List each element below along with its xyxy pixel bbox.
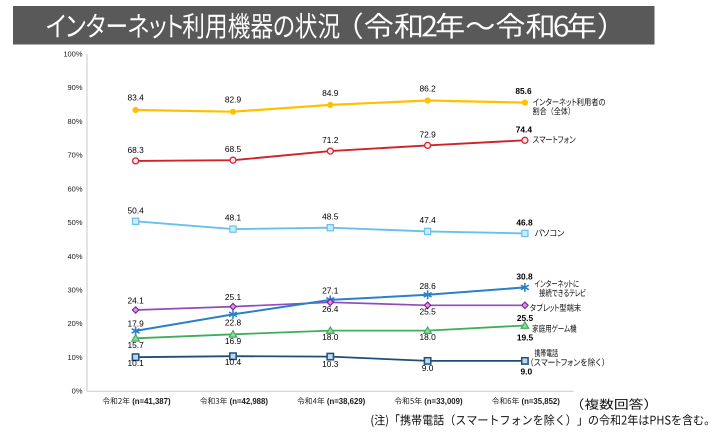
svg-text:10.4: 10.4 bbox=[225, 357, 242, 367]
svg-text:50.4: 50.4 bbox=[127, 205, 144, 215]
svg-text:19.5: 19.5 bbox=[517, 333, 534, 343]
svg-text:50%: 50% bbox=[67, 218, 82, 227]
svg-text:25.1: 25.1 bbox=[225, 292, 242, 302]
svg-text:84.9: 84.9 bbox=[322, 88, 339, 98]
svg-text:10%: 10% bbox=[67, 353, 82, 362]
svg-text:90%: 90% bbox=[67, 83, 82, 92]
svg-text:46.8: 46.8 bbox=[516, 218, 533, 228]
svg-text:10.3: 10.3 bbox=[322, 359, 339, 369]
svg-text:68.3: 68.3 bbox=[127, 145, 144, 155]
svg-text:25.5: 25.5 bbox=[419, 307, 436, 317]
svg-text:15.7: 15.7 bbox=[127, 340, 144, 350]
svg-text:27.1: 27.1 bbox=[322, 286, 339, 296]
svg-text:71.2: 71.2 bbox=[322, 135, 339, 145]
svg-text:16.9: 16.9 bbox=[225, 336, 242, 346]
svg-text:(n=42,988): (n=42,988) bbox=[230, 397, 269, 406]
svg-text:70%: 70% bbox=[67, 151, 82, 160]
svg-text:20%: 20% bbox=[67, 319, 82, 328]
svg-text:30.8: 30.8 bbox=[516, 271, 533, 281]
svg-text:86.2: 86.2 bbox=[419, 84, 436, 94]
svg-text:68.5: 68.5 bbox=[225, 144, 242, 154]
svg-text:(n=33,009): (n=33,009) bbox=[424, 397, 463, 406]
svg-text:(n=38,629): (n=38,629) bbox=[327, 397, 366, 406]
svg-text:80%: 80% bbox=[67, 117, 82, 126]
svg-text:0%: 0% bbox=[72, 387, 83, 396]
svg-text:30%: 30% bbox=[67, 286, 82, 295]
svg-text:(n=35,852): (n=35,852) bbox=[522, 397, 561, 406]
svg-text:47.4: 47.4 bbox=[419, 215, 436, 225]
svg-text:72.9: 72.9 bbox=[419, 129, 436, 139]
svg-text:74.4: 74.4 bbox=[516, 124, 533, 134]
svg-text:100%: 100% bbox=[63, 49, 83, 58]
svg-text:10.1: 10.1 bbox=[127, 358, 144, 368]
svg-text:48.5: 48.5 bbox=[322, 211, 339, 221]
svg-text:(n=41,387): (n=41,387) bbox=[132, 397, 171, 406]
svg-text:82.9: 82.9 bbox=[225, 95, 242, 105]
svg-text:26.4: 26.4 bbox=[322, 304, 339, 314]
svg-text:18.0: 18.0 bbox=[322, 332, 339, 342]
svg-text:9.0: 9.0 bbox=[422, 363, 434, 373]
svg-text:28.6: 28.6 bbox=[419, 281, 436, 291]
svg-text:40%: 40% bbox=[67, 252, 82, 261]
svg-text:25.5: 25.5 bbox=[517, 313, 534, 323]
svg-text:83.4: 83.4 bbox=[127, 93, 144, 103]
svg-text:9.0: 9.0 bbox=[520, 367, 532, 377]
svg-text:85.6: 85.6 bbox=[515, 86, 532, 96]
svg-text:24.1: 24.1 bbox=[127, 296, 144, 306]
svg-text:60%: 60% bbox=[67, 184, 82, 193]
svg-text:18.0: 18.0 bbox=[419, 332, 436, 342]
svg-text:48.1: 48.1 bbox=[225, 213, 242, 223]
svg-text:17.9: 17.9 bbox=[127, 319, 144, 329]
svg-text:22.8: 22.8 bbox=[225, 318, 242, 328]
